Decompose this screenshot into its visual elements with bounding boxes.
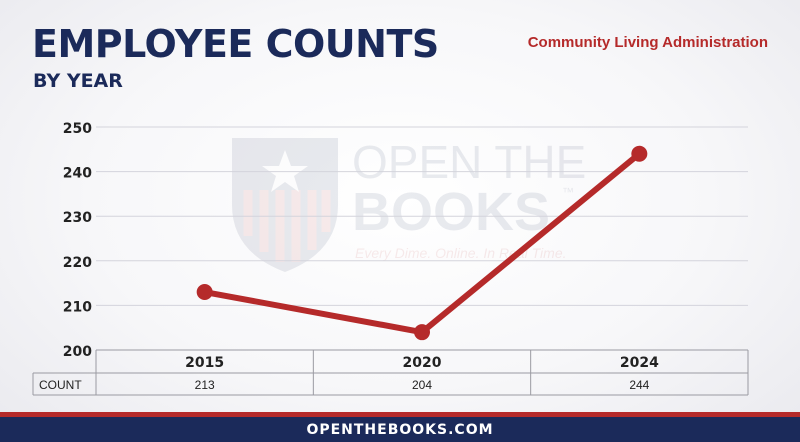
x-tick-label: 2024 (620, 355, 659, 371)
y-tick-label: 240 (63, 166, 92, 182)
watermark-line2: BOOKS (352, 182, 550, 242)
y-axis-ticks: 200 210 220 230 240 250 (63, 121, 92, 360)
table-value: 204 (412, 378, 432, 392)
y-tick-label: 210 (63, 299, 92, 315)
shield-logo-icon (232, 138, 338, 272)
table-value: 244 (629, 378, 649, 392)
x-tick-label: 2020 (403, 355, 442, 371)
data-point (414, 324, 430, 341)
chart-title: EMPLOYEE COUNTS (32, 22, 439, 66)
y-tick-label: 200 (63, 344, 92, 360)
watermark-tm: ™ (562, 185, 574, 199)
y-tick-label: 220 (63, 255, 92, 271)
series-line (196, 145, 648, 341)
footer-bar: OPENTHEBOOKS.COM (0, 417, 800, 442)
watermark-line1: OPEN THE (352, 136, 586, 188)
table-value: 213 (195, 378, 215, 392)
open-the-books-watermark: OPEN THE BOOKS ™ Every Dime. Online. In … (232, 136, 586, 272)
data-point (631, 145, 648, 162)
data-point (196, 284, 213, 301)
grid-lines (96, 126, 748, 306)
footer-site-text: OPENTHEBOOKS.COM (306, 421, 494, 438)
y-tick-label: 230 (63, 210, 92, 226)
organization-name: Community Living Administration (527, 34, 768, 51)
watermark-tagline: Every Dime. Online. In Real Time. (355, 245, 567, 261)
footer-accent-bar (0, 412, 800, 417)
y-tick-label: 250 (63, 121, 92, 137)
x-tick-label: 2015 (185, 355, 224, 371)
data-table: 2015 2020 2024 COUNT 213 204 244 (32, 349, 749, 396)
chart-subtitle: BY YEAR (33, 70, 123, 92)
table-row-label: COUNT (39, 378, 82, 392)
